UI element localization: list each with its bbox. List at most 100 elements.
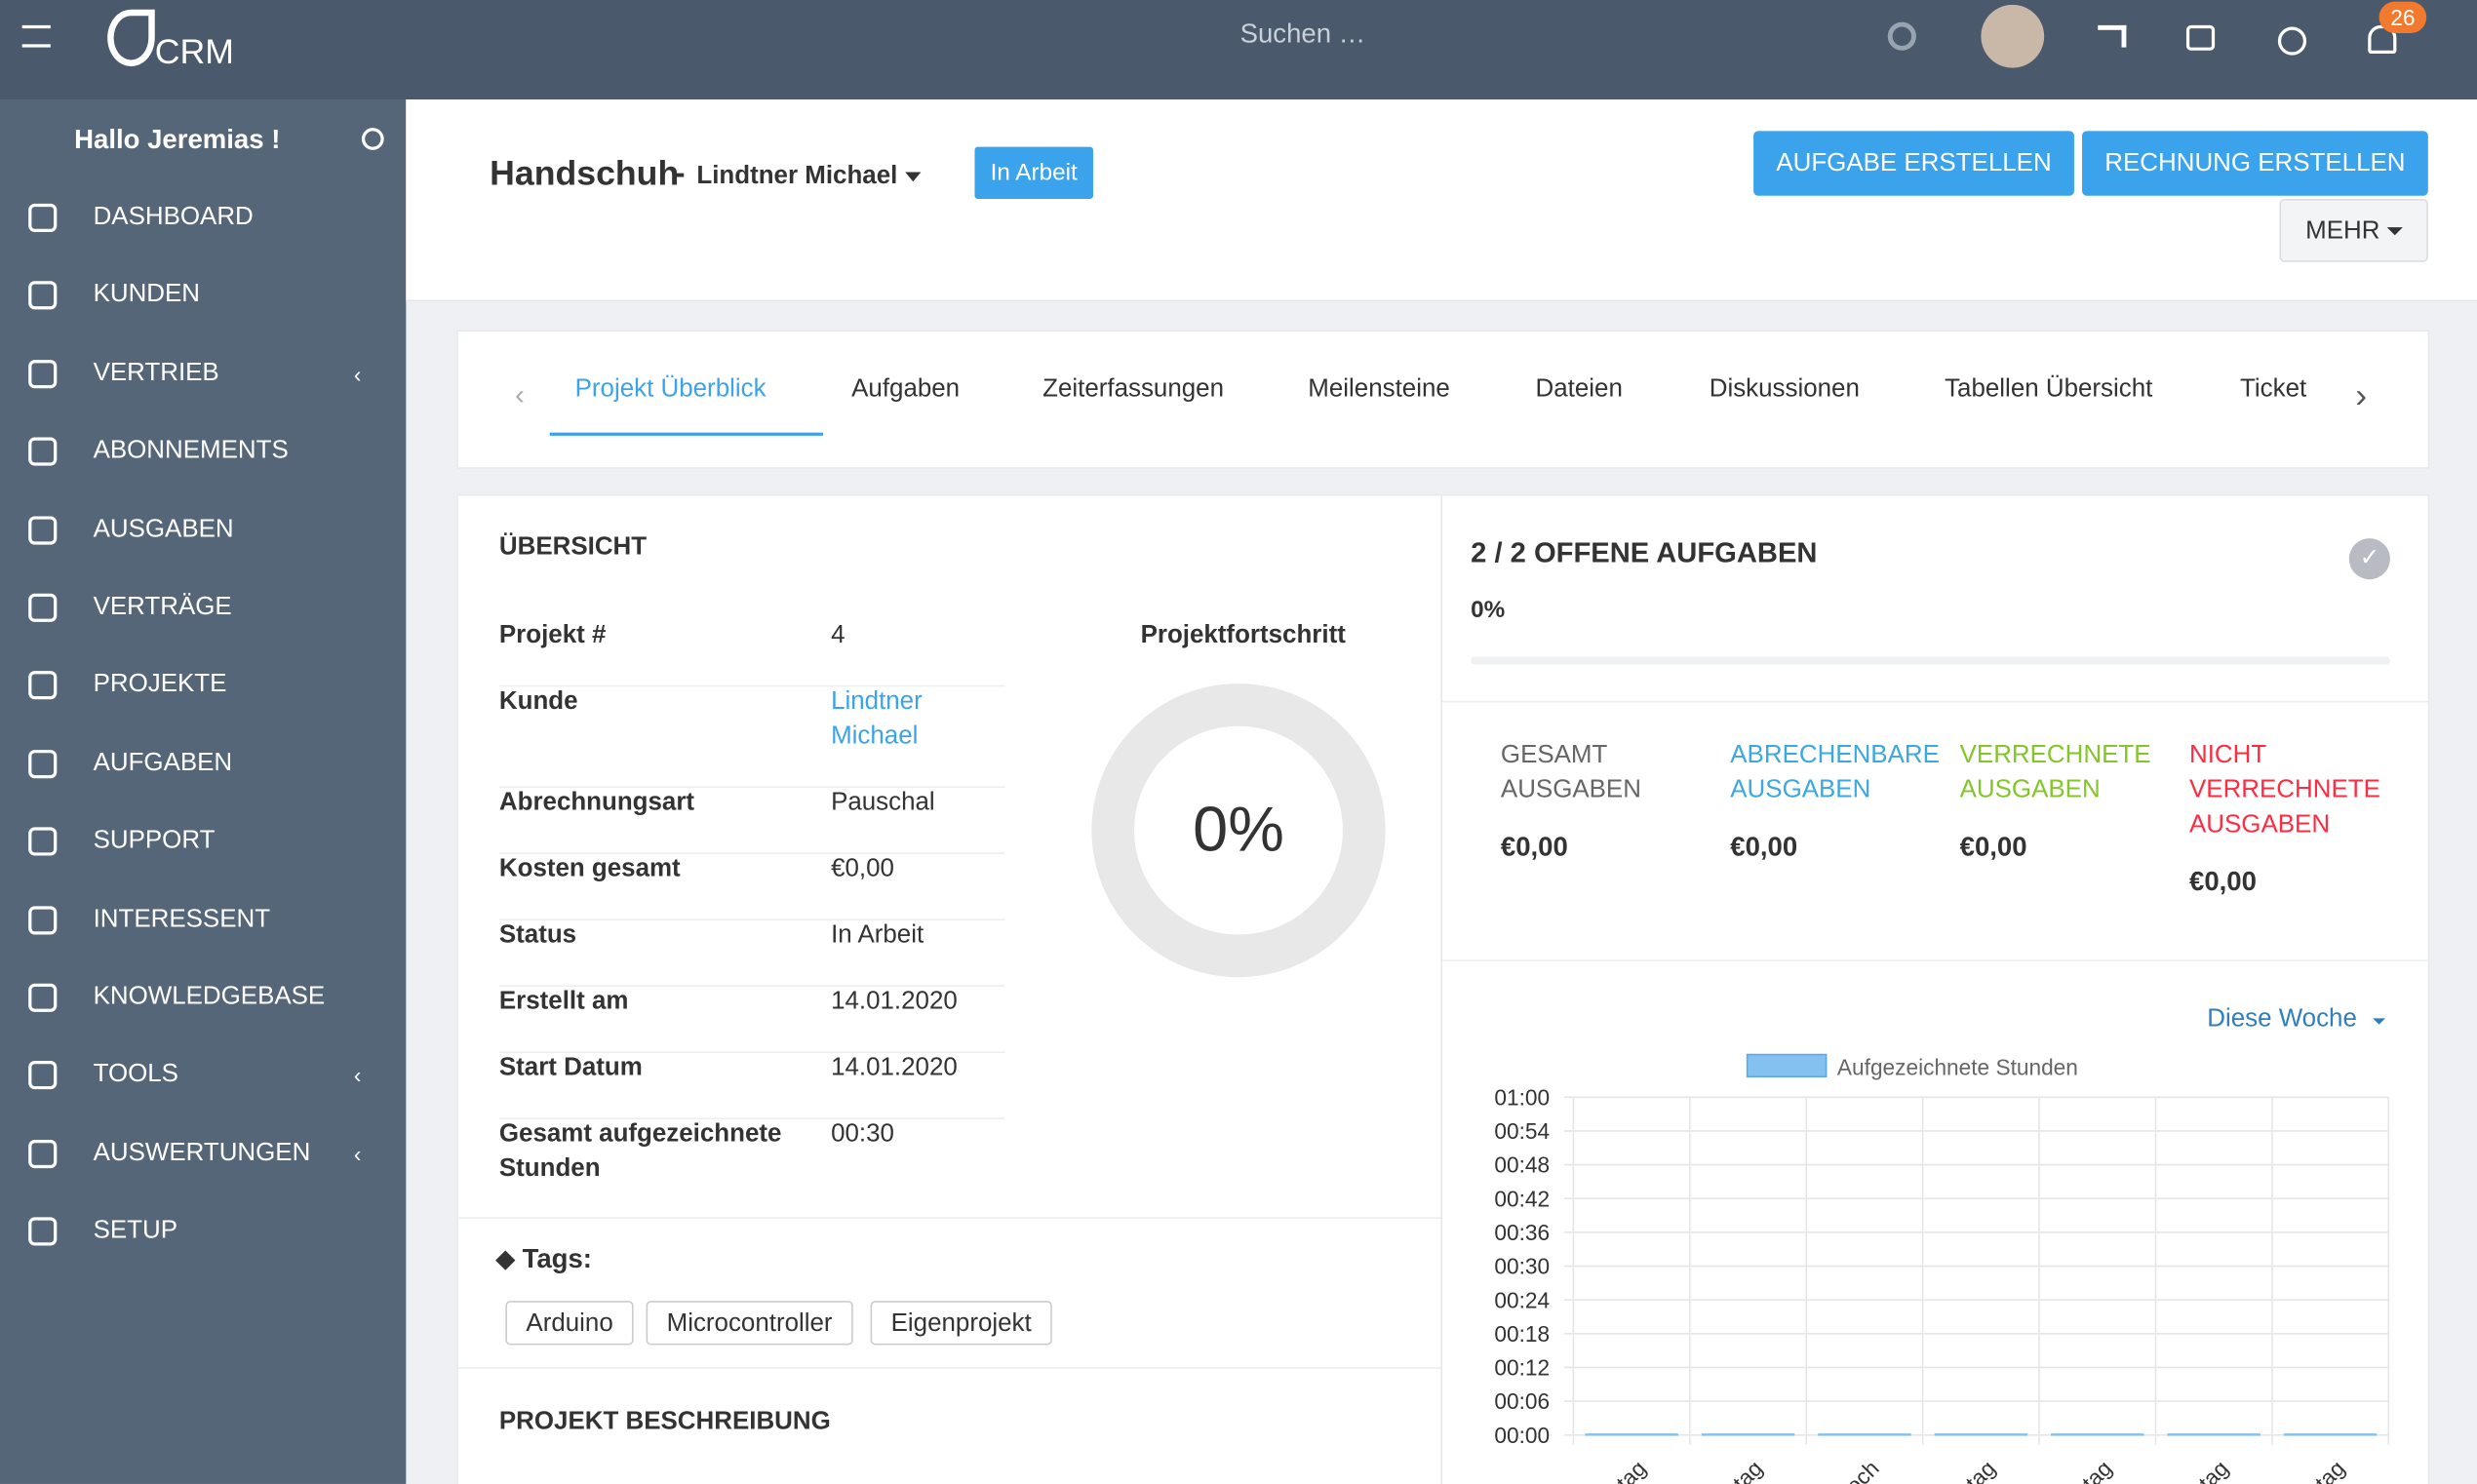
- info-value: 14.01.2020: [831, 1054, 958, 1082]
- share-icon[interactable]: [2098, 24, 2127, 48]
- y-tick-label: 00:54: [1494, 1118, 1550, 1144]
- legend-label[interactable]: Aufgezeichnete Stunden: [1837, 1055, 2078, 1080]
- menu-item[interactable]: INTERESSENT: [0, 888, 406, 952]
- active-tab-indicator: [549, 432, 823, 436]
- menu-item[interactable]: AUSWERTUNGEN ‹: [0, 1122, 406, 1186]
- bar: [2167, 1433, 2261, 1436]
- menu-chevron: ‹: [353, 1063, 362, 1089]
- info-key: Erstellt am: [498, 988, 629, 1016]
- menu-label: TOOLS: [93, 1061, 178, 1089]
- tab[interactable]: Diskussionen: [1709, 375, 1860, 403]
- info-key: Abrechnungsart: [498, 789, 695, 817]
- chart-filter[interactable]: Diese Woche: [2207, 1004, 2357, 1032]
- status-badge: In Arbeit: [974, 146, 1093, 200]
- project-header: Handschuh - Lindtner Michael In Arbeit A…: [406, 99, 2477, 302]
- x-tick-label: tag: [1960, 1456, 2000, 1484]
- x-tick-label: tag: [2077, 1456, 2117, 1484]
- bar: [1818, 1433, 1911, 1436]
- avatar[interactable]: [1981, 4, 2045, 68]
- menu-item[interactable]: DASHBOARD: [0, 186, 406, 250]
- x-tick-label: tag: [1728, 1456, 1768, 1484]
- expense-value: €0,00: [1730, 832, 1798, 863]
- menu-item[interactable]: AUFGABEN: [0, 732, 406, 796]
- menu-item[interactable]: KNOWLEDGEBASE: [0, 966, 406, 1030]
- overview-panel: ÜBERSICHT Projektfortschritt 0% ⬥ Tags: …: [456, 493, 1444, 1484]
- info-value[interactable]: Lindtner Michael: [831, 687, 923, 751]
- menu-item[interactable]: SUPPORT: [0, 810, 406, 874]
- top-bar: CRM Suchen … 26: [0, 0, 2477, 100]
- menu-icon: [28, 1061, 58, 1090]
- menu-item[interactable]: SETUP: [0, 1200, 406, 1264]
- bar: [1585, 1433, 1678, 1436]
- menu-icon: [28, 827, 58, 856]
- tags-label: Tags:: [522, 1243, 592, 1274]
- tag[interactable]: Arduino: [505, 1301, 634, 1346]
- logo-text[interactable]: CRM: [154, 31, 234, 71]
- tab[interactable]: Tabellen Übersicht: [1945, 375, 2153, 403]
- menu-item[interactable]: ABONNEMENTS: [0, 420, 406, 484]
- tag[interactable]: Microcontroller: [646, 1301, 853, 1346]
- info-key: Status: [498, 921, 577, 950]
- menu-item[interactable]: PROJEKTE: [0, 654, 406, 718]
- tab[interactable]: Ticket: [2240, 375, 2307, 403]
- timer-icon[interactable]: [2277, 26, 2307, 56]
- tasks-icon[interactable]: [2185, 24, 2216, 51]
- menu-item[interactable]: VERTRÄGE: [0, 576, 406, 640]
- menu-toggle[interactable]: [21, 24, 51, 48]
- info-key: Start Datum: [498, 1054, 643, 1082]
- menu-label: SETUP: [93, 1217, 177, 1245]
- more-button[interactable]: MEHR: [2279, 199, 2428, 262]
- menu-item[interactable]: KUNDEN: [0, 264, 406, 328]
- tab-next[interactable]: ›: [2355, 375, 2368, 415]
- info-value: 14.01.2020: [831, 988, 958, 1016]
- menu-icon: [28, 749, 58, 778]
- more-caret: [2386, 227, 2403, 236]
- tag[interactable]: Eigenprojekt: [870, 1301, 1052, 1346]
- bar: [2283, 1433, 2378, 1436]
- client-caret[interactable]: [905, 172, 922, 182]
- menu-icon: [28, 515, 58, 544]
- menu-icon: [28, 1139, 58, 1168]
- divider: [1441, 700, 2428, 703]
- bar: [2051, 1433, 2144, 1436]
- info-value: 4: [831, 621, 845, 649]
- info-value: 00:30: [831, 1120, 894, 1149]
- client-name[interactable]: Lindtner Michael: [696, 162, 898, 190]
- menu-label: AUSGABEN: [93, 515, 234, 543]
- tab-prev[interactable]: ‹: [515, 378, 525, 410]
- expense-label: ABRECHENBARE AUSGABEN: [1730, 741, 1940, 804]
- tab[interactable]: Meilensteine: [1308, 375, 1450, 403]
- section-title: ÜBERSICHT: [498, 533, 648, 561]
- tab-bar: ‹ › Projekt Überblick Aufgaben Zeiterfassu…: [456, 330, 2430, 469]
- menu-item[interactable]: AUSGABEN: [0, 498, 406, 562]
- menu-icon: [28, 671, 58, 700]
- y-tick-label: 00:36: [1494, 1220, 1550, 1245]
- menu-item[interactable]: VERTRIEB ‹: [0, 342, 406, 406]
- y-tick-label: 01:00: [1494, 1084, 1550, 1110]
- logout-icon[interactable]: [361, 128, 384, 150]
- y-tick-label: 00:48: [1494, 1152, 1550, 1178]
- menu-item[interactable]: TOOLS ‹: [0, 1044, 406, 1108]
- y-tick-label: 00:12: [1494, 1355, 1550, 1381]
- tab[interactable]: Dateien: [1535, 375, 1623, 403]
- info-key: Kunde: [498, 687, 578, 716]
- menu-label: AUSWERTUNGEN: [93, 1139, 311, 1167]
- tab[interactable]: Aufgaben: [851, 375, 961, 403]
- progress-value: 0%: [1193, 796, 1284, 866]
- tab[interactable]: Zeiterfassungen: [1042, 375, 1224, 403]
- menu-label: INTERESSENT: [93, 905, 271, 933]
- create-task-button[interactable]: AUFGABE ERSTELLEN: [1753, 131, 2074, 196]
- x-tick-label: tag: [2193, 1456, 2233, 1484]
- bar: [1701, 1433, 1795, 1436]
- menu-icon: [28, 905, 58, 934]
- menu-icon: [28, 359, 58, 388]
- search[interactable]: Suchen …: [1239, 19, 1366, 50]
- expense: GESAMT AUSGABEN €0,00: [1501, 739, 1722, 866]
- create-invoice-button[interactable]: RECHNUNG ERSTELLEN: [2082, 131, 2428, 196]
- y-tick-label: 00:06: [1494, 1388, 1550, 1414]
- info-row: Erstellt am 14.01.2020: [498, 985, 1005, 1053]
- search-icon[interactable]: [1887, 21, 1916, 51]
- tab[interactable]: Projekt Überblick: [574, 375, 767, 403]
